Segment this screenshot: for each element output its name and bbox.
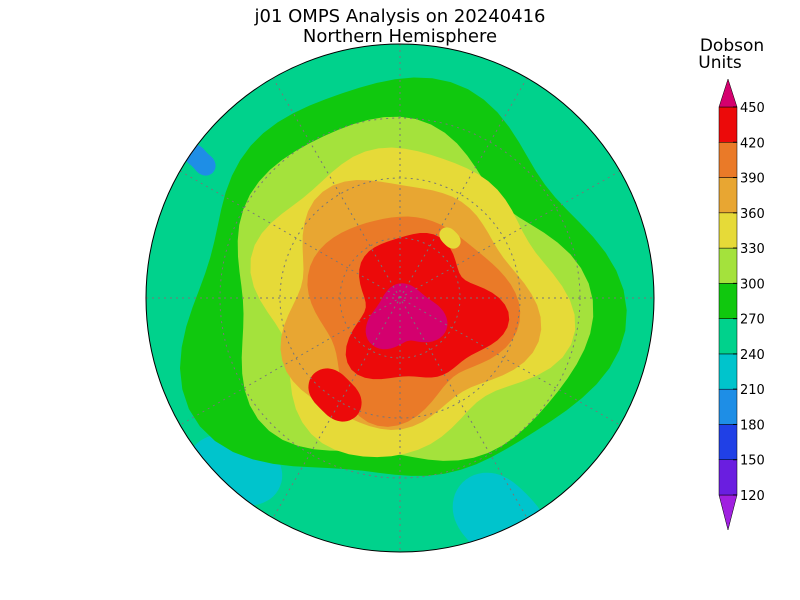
colorbar-segment [718, 247, 738, 284]
ozone-field [146, 44, 654, 552]
colorbar-tick-label: 180 [740, 418, 765, 433]
colorbar-segment [718, 353, 738, 390]
colorbar-tick-label: 360 [740, 207, 765, 222]
colorbar-tick-label: 150 [740, 454, 765, 469]
ozone-contour [308, 368, 362, 422]
colorbar-tick-label: 330 [740, 242, 765, 257]
colorbar-end [718, 494, 738, 531]
colorbar-segment [718, 318, 738, 355]
colorbar-tick-label: 270 [740, 313, 765, 328]
ozone-contour [365, 283, 448, 350]
map-title: j01 OMPS Analysis on 20240416 [254, 6, 546, 27]
map-subtitle: Northern Hemisphere [303, 26, 497, 47]
colorbar-tick-label: 300 [740, 277, 765, 292]
colorbar-title: Units [698, 53, 742, 73]
colorbar-segment [718, 106, 738, 143]
colorbar-segment [718, 388, 738, 425]
colorbar-title: Dobson [700, 36, 764, 56]
colorbar-segment [718, 177, 738, 214]
colorbar-segment [718, 142, 738, 178]
colorbar-segment [718, 424, 738, 460]
colorbar-tick-label: 390 [740, 172, 765, 187]
colorbar-segment [718, 283, 738, 319]
colorbar-tick-label: 240 [740, 348, 765, 363]
ozone-contour [439, 227, 461, 249]
colorbar-segment [718, 459, 738, 496]
colorbar-segment [718, 212, 738, 249]
colorbar-tick-label: 420 [740, 136, 765, 151]
map-border [145, 43, 655, 553]
colorbar-tick-label: 210 [740, 383, 765, 398]
colorbar: 120 150 180 210 240 270 300 330 360 390 420 450 [718, 78, 765, 531]
colorbar-tick-label: 450 [740, 101, 765, 116]
colorbar-tick-label: 120 [740, 489, 765, 504]
colorbar-end [718, 78, 738, 108]
longitude-line [179, 170, 621, 426]
